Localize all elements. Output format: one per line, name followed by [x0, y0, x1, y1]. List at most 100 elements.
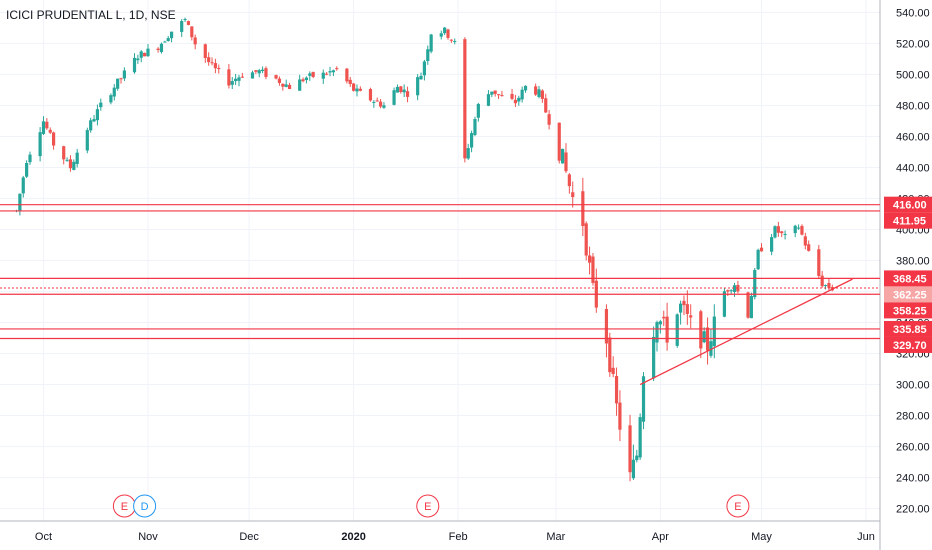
- candle-body: [517, 97, 521, 102]
- y-tick-label: 380.00: [896, 256, 930, 268]
- x-tick-label: May: [751, 531, 772, 543]
- earnings-event-icon: E: [416, 494, 440, 518]
- candle-body: [193, 37, 197, 45]
- x-tick-label: Mar: [546, 531, 565, 543]
- candle-body: [358, 88, 362, 91]
- candle-body: [469, 133, 474, 148]
- candle-body: [793, 225, 797, 234]
- candle-body: [298, 79, 302, 91]
- candle-body: [631, 459, 636, 479]
- candle-body: [702, 331, 706, 343]
- candle-body: [375, 100, 379, 102]
- candle-body: [443, 27, 447, 34]
- candle-body: [537, 89, 541, 97]
- x-tick-label: Dec: [239, 531, 259, 543]
- event-circle: [133, 494, 157, 518]
- candle-body: [587, 255, 592, 263]
- candle-body: [655, 322, 659, 343]
- y-tick-label: 260.00: [896, 442, 930, 454]
- candle-body: [800, 225, 804, 235]
- candle-body: [399, 86, 403, 93]
- candle-body: [18, 193, 22, 211]
- candle-body: [234, 78, 238, 82]
- candle-body: [260, 69, 265, 72]
- candle-body: [85, 130, 89, 151]
- candle-body: [614, 376, 619, 404]
- candle-body: [230, 81, 234, 85]
- price-label-text: 335.85: [893, 324, 927, 336]
- candle-body: [665, 316, 669, 343]
- candle-body: [240, 76, 244, 78]
- price-label-bg: [884, 212, 932, 229]
- x-tick-label: Oct: [35, 531, 52, 543]
- candle-body: [453, 40, 457, 42]
- candle-body: [116, 78, 120, 89]
- candle-body: [726, 290, 730, 292]
- candle-body: [641, 376, 646, 422]
- candle-body: [776, 226, 780, 233]
- candle-body: [392, 90, 396, 105]
- candle-body: [321, 72, 325, 79]
- candle-body: [510, 93, 514, 99]
- y-tick-label: 540.00: [896, 7, 930, 19]
- price-label-text: 358.25: [893, 305, 927, 317]
- candle-body: [109, 95, 113, 103]
- candle-body: [89, 120, 93, 131]
- price-label-bg: [884, 286, 932, 303]
- candle-body: [328, 71, 332, 73]
- candle-body: [146, 48, 150, 57]
- candle-body: [770, 237, 774, 252]
- candle-body: [571, 192, 575, 198]
- candle-body: [678, 303, 683, 313]
- candle-body: [746, 292, 750, 318]
- candle-body: [773, 226, 777, 238]
- y-tick-label: 460.00: [896, 131, 930, 143]
- candle-body: [608, 337, 612, 373]
- candle-body: [122, 70, 126, 79]
- candle-body: [544, 98, 548, 113]
- candle-body: [395, 86, 400, 93]
- candle-body: [783, 233, 787, 235]
- candle-body: [25, 162, 29, 177]
- chart-title: ICICI PRUDENTIAL L, 1D, NSE: [6, 8, 176, 22]
- candle-body: [183, 19, 187, 21]
- candle-body: [45, 121, 49, 129]
- y-tick-label: 300.00: [896, 380, 930, 392]
- candle-body: [48, 129, 52, 133]
- candle-body: [564, 152, 568, 172]
- candle-body: [368, 89, 373, 101]
- candle-body: [210, 62, 214, 64]
- candle-body: [466, 148, 470, 159]
- candle-body: [729, 290, 733, 292]
- candle-body: [136, 58, 140, 61]
- candle-body: [156, 48, 160, 50]
- candle-body: [416, 77, 420, 96]
- candle-body: [325, 73, 329, 75]
- candle-body: [534, 86, 538, 95]
- candle-body: [682, 300, 686, 306]
- candle-body: [257, 70, 261, 74]
- y-tick-label: 440.00: [896, 162, 930, 174]
- candle-body: [345, 68, 349, 82]
- candle-body: [476, 103, 480, 118]
- candle-body: [372, 101, 376, 103]
- x-tick-label: Apr: [652, 531, 669, 543]
- candle-body: [796, 227, 801, 229]
- candle-body: [540, 90, 544, 99]
- candle-body: [301, 79, 305, 82]
- y-tick-label: 280.00: [896, 411, 930, 423]
- candle-body: [439, 33, 443, 37]
- candle-body: [203, 44, 207, 58]
- candle-body: [675, 314, 679, 346]
- candle-body: [207, 57, 211, 63]
- candle-body: [604, 309, 609, 344]
- candle-body: [567, 174, 571, 187]
- candle-body: [662, 316, 666, 319]
- event-label: D: [141, 501, 149, 513]
- candle-body: [756, 249, 760, 270]
- dividend-event-icon: D: [133, 494, 157, 518]
- candle-body: [638, 417, 642, 458]
- candle-body: [159, 43, 164, 53]
- candle-body: [213, 63, 218, 69]
